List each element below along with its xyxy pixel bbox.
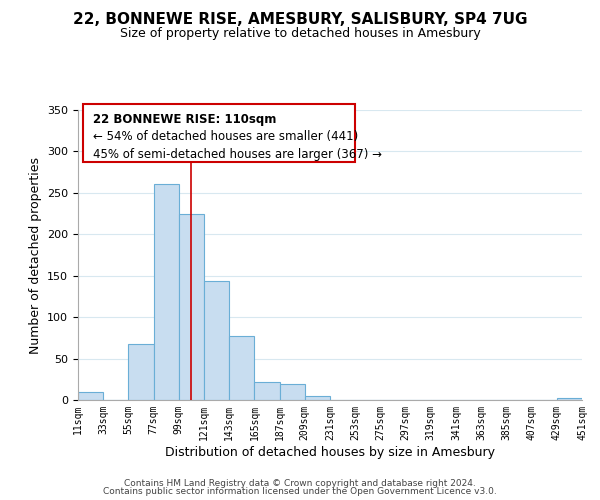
Bar [179,214,204,400]
Text: Size of property relative to detached houses in Amesbury: Size of property relative to detached ho… [119,28,481,40]
Bar [280,384,305,400]
Text: 22, BONNEWE RISE, AMESBURY, SALISBURY, SP4 7UG: 22, BONNEWE RISE, AMESBURY, SALISBURY, S… [73,12,527,28]
Bar [229,336,254,400]
Bar [254,382,280,400]
Y-axis label: Number of detached properties: Number of detached properties [29,156,41,354]
Bar [557,398,582,400]
X-axis label: Distribution of detached houses by size in Amesbury: Distribution of detached houses by size … [165,446,495,458]
Bar [128,344,154,400]
Text: Contains public sector information licensed under the Open Government Licence v3: Contains public sector information licen… [103,487,497,496]
Bar [154,184,179,400]
Text: Contains HM Land Registry data © Crown copyright and database right 2024.: Contains HM Land Registry data © Crown c… [124,478,476,488]
Bar [204,280,229,400]
Text: 45% of semi-detached houses are larger (367) →: 45% of semi-detached houses are larger (… [93,148,382,160]
FancyBboxPatch shape [83,104,355,162]
Bar [78,392,103,400]
Text: ← 54% of detached houses are smaller (441): ← 54% of detached houses are smaller (44… [93,130,358,143]
Bar [305,396,330,400]
Text: 22 BONNEWE RISE: 110sqm: 22 BONNEWE RISE: 110sqm [93,113,277,126]
